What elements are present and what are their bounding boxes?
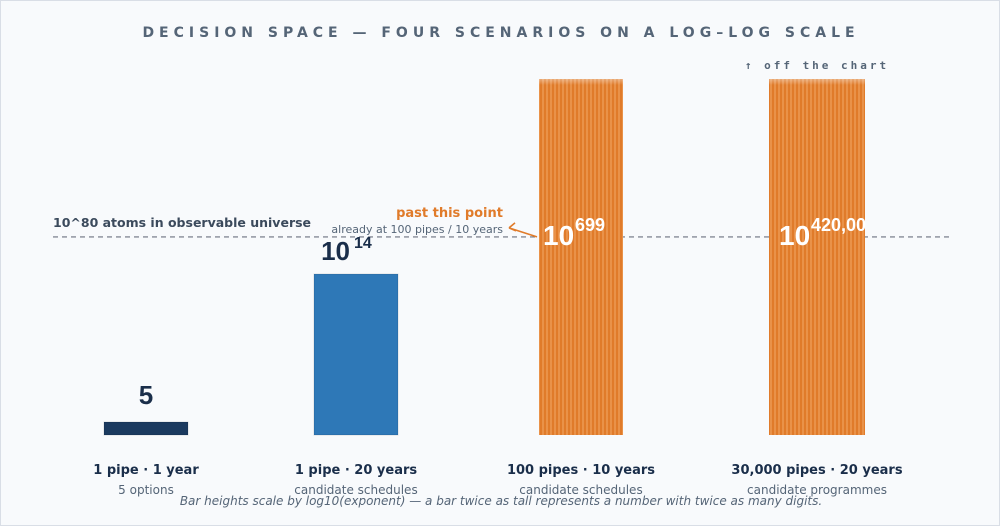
category-subtitle-1: 5 options bbox=[118, 483, 174, 497]
category-subtitle-2: candidate schedules bbox=[294, 483, 417, 497]
annotation-arrow bbox=[508, 222, 538, 238]
value-label-1: 5 bbox=[139, 380, 153, 410]
bar-3 bbox=[539, 79, 623, 435]
value-label-exponent: 699 bbox=[575, 215, 605, 235]
bars-group: 510 14 10 699 10 420,00 bbox=[103, 69, 866, 436]
bar-1 bbox=[103, 421, 189, 436]
chart-footnote: Bar heights scale by log10(exponent) — a… bbox=[180, 494, 822, 508]
reference-line-group: 10^80 atoms in observable universe bbox=[53, 215, 949, 238]
category-labels-group: 1 pipe · 1 year 5 options 1 pipe · 20 year… bbox=[93, 463, 903, 497]
category-subtitle-3: candidate schedules bbox=[519, 483, 642, 497]
category-subtitle-4: candidate programmes bbox=[747, 483, 887, 497]
chart-title: DECISION SPACE — FOUR SCENARIOS ON A LOG… bbox=[142, 25, 859, 41]
value-label-exponent: 14 bbox=[354, 235, 372, 252]
value-label-base: 10 bbox=[779, 220, 810, 251]
category-label-1: 1 pipe · 1 year bbox=[93, 463, 199, 478]
annotation-title: past this point bbox=[396, 206, 503, 221]
off-chart-label: ↑ off the chart bbox=[745, 59, 889, 72]
reference-line-label: 10^80 atoms in observable universe bbox=[53, 215, 311, 230]
bar-fade-top bbox=[539, 69, 623, 85]
annotation-subtitle: already at 100 pipes / 10 years bbox=[331, 223, 503, 236]
category-label-4: 30,000 pipes · 20 years bbox=[731, 463, 902, 478]
bar-fade-top bbox=[769, 69, 865, 85]
bar-2 bbox=[313, 273, 399, 436]
annotation-group: past this point already at 100 pipes / 1… bbox=[331, 206, 538, 238]
value-label-base: 10 bbox=[321, 236, 350, 266]
value-label-2: 10 14 bbox=[321, 235, 372, 266]
value-label-base: 5 bbox=[139, 380, 153, 410]
value-label-3: 10 699 bbox=[543, 215, 605, 251]
category-label-2: 1 pipe · 20 years bbox=[295, 463, 418, 478]
value-label-4: 10 420,00 bbox=[779, 215, 866, 251]
value-label-exponent: 420,00 bbox=[811, 215, 866, 235]
value-label-base: 10 bbox=[543, 220, 574, 251]
bar-4 bbox=[769, 79, 865, 435]
category-label-3: 100 pipes · 10 years bbox=[507, 463, 655, 478]
